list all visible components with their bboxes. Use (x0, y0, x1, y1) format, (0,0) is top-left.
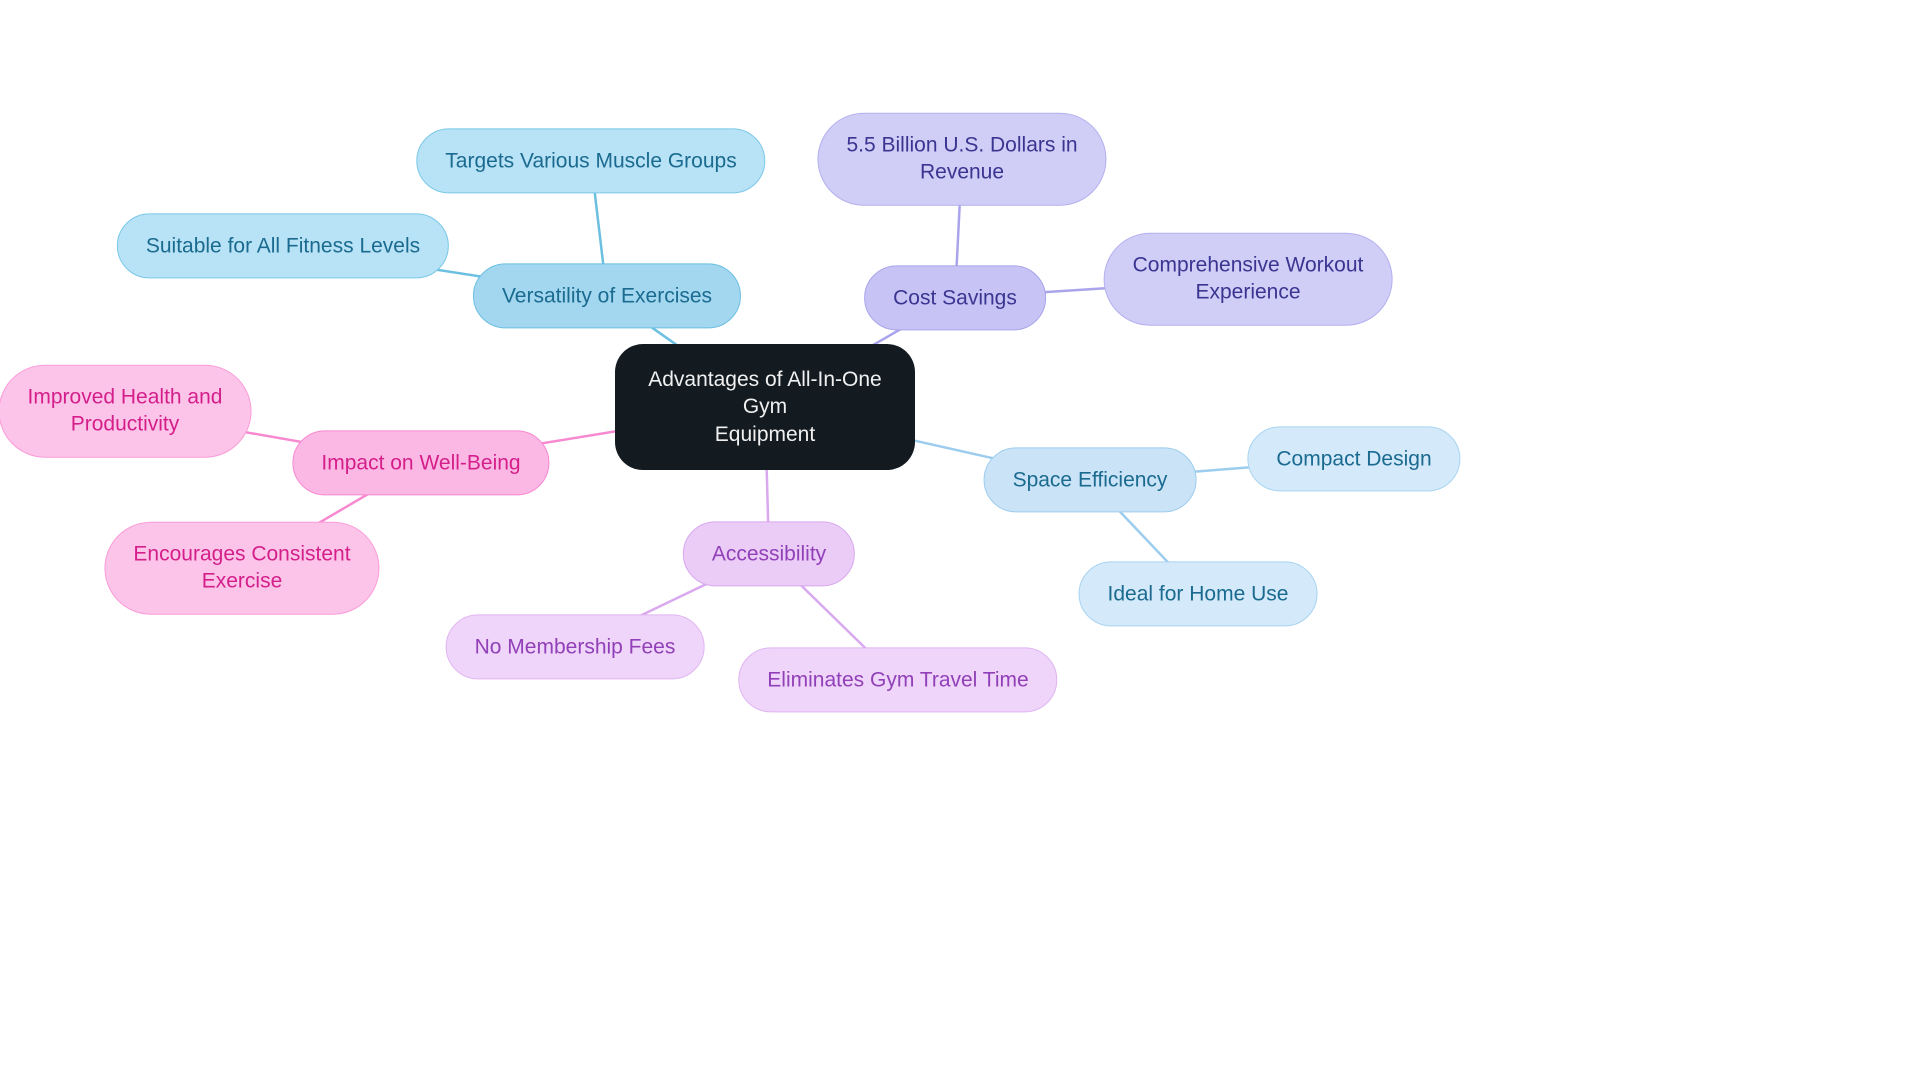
leaf-health: Improved Health and Productivity (0, 365, 251, 458)
leaf-muscle-groups: Targets Various Muscle Groups (416, 128, 765, 193)
branch-space: Space Efficiency (984, 447, 1197, 512)
branch-access: Accessibility (683, 521, 855, 586)
node-label-access: Accessibility (712, 540, 826, 567)
branch-wellbeing: Impact on Well-Being (292, 430, 549, 495)
leaf-home-use: Ideal for Home Use (1079, 561, 1318, 626)
branch-versatility: Versatility of Exercises (473, 263, 741, 328)
node-label-wellbeing: Impact on Well-Being (321, 449, 520, 476)
node-label-fitness-levels: Suitable for All Fitness Levels (146, 232, 420, 259)
node-label-space: Space Efficiency (1013, 466, 1168, 493)
node-label-compact: Compact Design (1276, 445, 1431, 472)
leaf-no-fees: No Membership Fees (446, 614, 705, 679)
node-label-revenue: 5.5 Billion U.S. Dollars in Revenue (846, 132, 1077, 187)
leaf-consistent: Encourages Consistent Exercise (104, 522, 379, 615)
leaf-revenue: 5.5 Billion U.S. Dollars in Revenue (817, 113, 1106, 206)
node-label-consistent: Encourages Consistent Exercise (133, 541, 350, 596)
node-label-versatility: Versatility of Exercises (502, 282, 712, 309)
leaf-travel: Eliminates Gym Travel Time (738, 647, 1057, 712)
node-label-root: Advantages of All-In-One Gym Equipment (647, 366, 883, 448)
leaf-compact: Compact Design (1247, 426, 1460, 491)
node-label-health: Improved Health and Productivity (28, 384, 223, 439)
branch-cost: Cost Savings (864, 265, 1046, 330)
node-label-travel: Eliminates Gym Travel Time (767, 666, 1028, 693)
node-label-cost: Cost Savings (893, 284, 1017, 311)
node-label-workout-exp: Comprehensive Workout Experience (1133, 252, 1364, 307)
node-label-home-use: Ideal for Home Use (1108, 580, 1289, 607)
node-label-no-fees: No Membership Fees (475, 633, 676, 660)
leaf-fitness-levels: Suitable for All Fitness Levels (117, 213, 449, 278)
node-label-muscle-groups: Targets Various Muscle Groups (445, 147, 736, 174)
leaf-workout-exp: Comprehensive Workout Experience (1104, 233, 1393, 326)
root-node: Advantages of All-In-One Gym Equipment (615, 344, 915, 470)
